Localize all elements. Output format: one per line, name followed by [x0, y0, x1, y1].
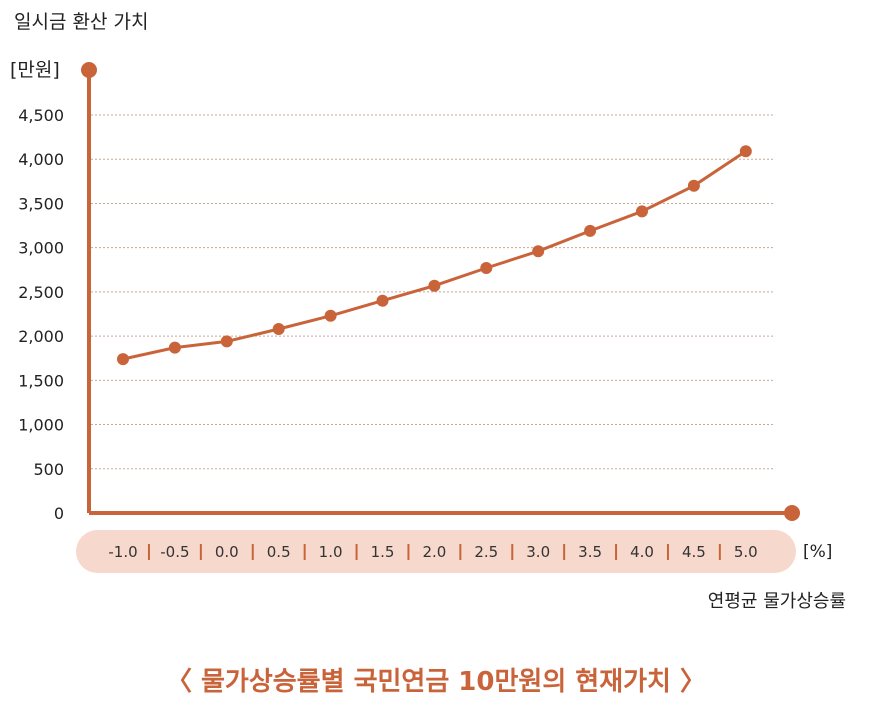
data-point [532, 245, 545, 258]
chart-caption: 〈 물가상승률별 국민연금 10만원의 현재가치 〉 [166, 667, 706, 697]
x-axis-title: 연평균 물가상승률 [708, 591, 846, 612]
y-tick-label: 3,500 [18, 194, 64, 213]
data-point [168, 341, 181, 354]
y-axis-end-marker [81, 62, 97, 78]
x-axis-band [76, 530, 796, 573]
data-point [636, 205, 648, 218]
y-tick-label: 1,500 [18, 371, 64, 390]
y-tick-label: 4,500 [18, 106, 64, 125]
x-tick-label: 4.5 [682, 543, 706, 561]
y-tick-label: 500 [33, 460, 64, 479]
y-tick-label: 1,000 [18, 416, 64, 435]
x-axis-unit: [%] [803, 542, 832, 562]
y-tick-label: 2,500 [18, 283, 64, 302]
data-point [687, 179, 700, 192]
x-tick-labels: -1.0 -0.5 0.0 0.5 1.0 1.5 2.0 2.5 3.0 3.5 4.0 4.5 5.… [108, 543, 757, 561]
y-tick-label: 2,000 [18, 327, 64, 346]
y-axis-unit: [만원] [10, 59, 60, 81]
x-tick-label: 3.5 [578, 543, 602, 561]
y-tick-labels: 0 500 1,000 1,500 2,000 2,500 3,000 3,500 4,000 4… [18, 106, 64, 523]
x-axis-end-marker [784, 505, 800, 521]
x-tick-label: 0.5 [267, 543, 291, 561]
y-tick-label: 0 [54, 504, 64, 523]
x-tick-label: 2.0 [422, 543, 446, 561]
data-point [117, 353, 129, 366]
data-point [428, 279, 441, 292]
data-point [324, 309, 337, 322]
x-tick-label: 1.5 [371, 543, 395, 561]
y-axis-title: 일시금 환산 가치 [14, 11, 148, 33]
x-tick-label: 2.5 [474, 543, 498, 561]
y-tick-label: 3,000 [18, 239, 64, 258]
series-line [122, 150, 747, 361]
x-tick-label: 5.0 [734, 543, 758, 561]
data-point [584, 224, 597, 237]
data-point [376, 294, 389, 307]
grid-lines [91, 114, 775, 470]
data-point [480, 262, 493, 275]
x-tick-label: 3.0 [526, 543, 550, 561]
data-point [739, 145, 752, 158]
x-tick-label: 1.0 [319, 543, 343, 561]
x-tick-label: -0.5 [160, 543, 189, 561]
x-tick-label: -1.0 [108, 543, 137, 561]
data-point [220, 335, 233, 348]
data-point [272, 323, 285, 336]
y-tick-label: 4,000 [18, 150, 64, 169]
x-tick-label: 0.0 [215, 543, 239, 561]
data-points [117, 145, 752, 366]
x-tick-label: 4.0 [630, 543, 654, 561]
